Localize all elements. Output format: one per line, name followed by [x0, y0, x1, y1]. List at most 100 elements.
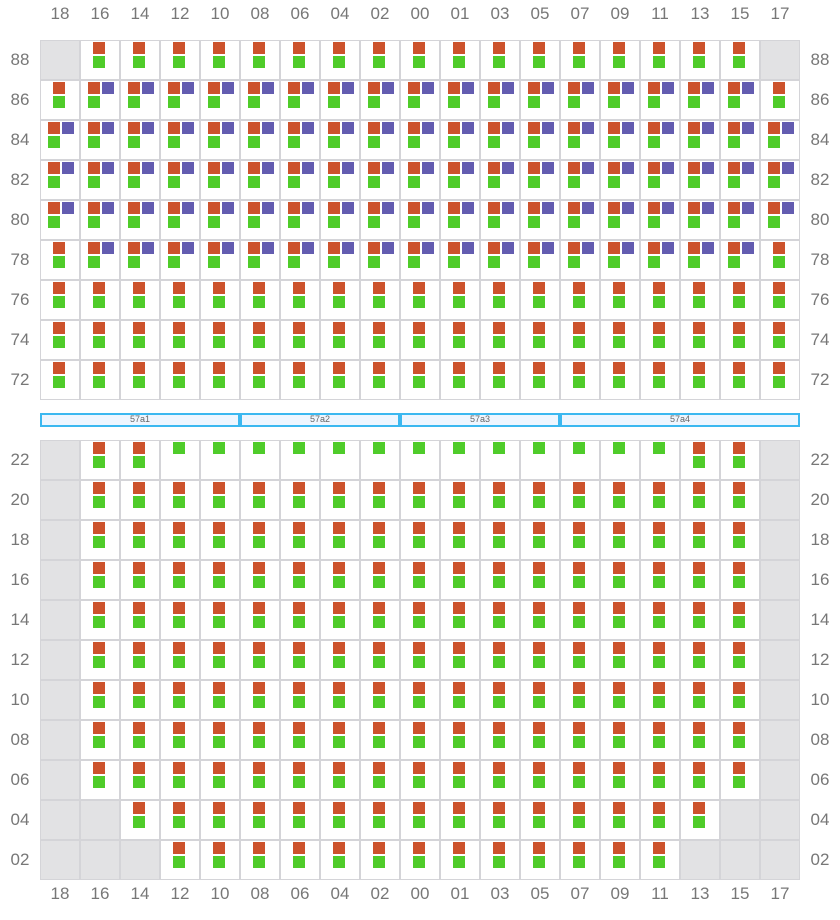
slot-cell[interactable] — [321, 441, 359, 479]
slot-cell[interactable] — [81, 161, 119, 199]
slot-cell[interactable] — [721, 361, 759, 399]
slot-cell[interactable] — [201, 81, 239, 119]
slot-cell[interactable] — [481, 441, 519, 479]
slot-cell[interactable] — [721, 561, 759, 599]
slot-cell[interactable] — [761, 81, 799, 119]
slot-cell[interactable] — [81, 241, 119, 279]
slot-cell[interactable] — [361, 641, 399, 679]
slot-cell[interactable] — [721, 641, 759, 679]
slot-cell[interactable] — [161, 361, 199, 399]
slot-cell[interactable] — [601, 201, 639, 239]
slot-cell[interactable] — [201, 521, 239, 559]
slot-cell[interactable] — [81, 321, 119, 359]
slot-cell[interactable] — [601, 561, 639, 599]
slot-cell[interactable] — [241, 801, 279, 839]
slot-cell[interactable] — [41, 321, 79, 359]
slot-cell[interactable] — [401, 841, 439, 879]
slot-cell[interactable] — [161, 641, 199, 679]
slot-cell[interactable] — [681, 601, 719, 639]
slot-cell[interactable] — [681, 441, 719, 479]
slot-cell[interactable] — [81, 361, 119, 399]
slot-cell[interactable] — [441, 521, 479, 559]
slot-cell[interactable] — [521, 841, 559, 879]
slot-cell[interactable] — [361, 361, 399, 399]
slot-cell[interactable] — [601, 41, 639, 79]
slot-cell[interactable] — [161, 601, 199, 639]
slot-cell[interactable] — [401, 521, 439, 559]
slot-cell[interactable] — [81, 761, 119, 799]
slot-cell[interactable] — [721, 81, 759, 119]
slot-cell[interactable] — [601, 641, 639, 679]
slot-cell[interactable] — [601, 841, 639, 879]
slot-cell[interactable] — [721, 721, 759, 759]
slot-cell[interactable] — [481, 201, 519, 239]
slot-cell[interactable] — [481, 801, 519, 839]
slot-cell[interactable] — [641, 681, 679, 719]
slot-cell[interactable] — [81, 641, 119, 679]
slot-cell[interactable] — [401, 481, 439, 519]
slot-cell[interactable] — [161, 721, 199, 759]
slot-cell[interactable] — [281, 601, 319, 639]
slot-cell[interactable] — [721, 161, 759, 199]
slot-cell[interactable] — [281, 561, 319, 599]
slot-cell[interactable] — [281, 241, 319, 279]
slot-cell[interactable] — [121, 441, 159, 479]
slot-cell[interactable] — [321, 361, 359, 399]
slot-cell[interactable] — [721, 321, 759, 359]
slot-cell[interactable] — [561, 681, 599, 719]
slot-cell[interactable] — [561, 561, 599, 599]
slot-cell[interactable] — [121, 521, 159, 559]
slot-cell[interactable] — [721, 201, 759, 239]
slot-cell[interactable] — [601, 801, 639, 839]
slot-cell[interactable] — [641, 561, 679, 599]
slot-cell[interactable] — [161, 441, 199, 479]
slot-cell[interactable] — [321, 161, 359, 199]
slot-cell[interactable] — [721, 521, 759, 559]
slot-cell[interactable] — [281, 81, 319, 119]
slot-cell[interactable] — [321, 121, 359, 159]
slot-cell[interactable] — [481, 841, 519, 879]
slot-cell[interactable] — [201, 41, 239, 79]
slot-cell[interactable] — [161, 801, 199, 839]
slot-cell[interactable] — [121, 201, 159, 239]
slot-cell[interactable] — [681, 161, 719, 199]
slot-cell[interactable] — [601, 441, 639, 479]
slot-cell[interactable] — [321, 801, 359, 839]
slot-cell[interactable] — [441, 641, 479, 679]
slot-cell[interactable] — [401, 601, 439, 639]
slot-cell[interactable] — [521, 281, 559, 319]
slot-cell[interactable] — [161, 681, 199, 719]
slot-cell[interactable] — [401, 121, 439, 159]
slot-cell[interactable] — [81, 281, 119, 319]
slot-cell[interactable] — [201, 601, 239, 639]
slot-cell[interactable] — [761, 361, 799, 399]
slot-cell[interactable] — [761, 121, 799, 159]
slot-cell[interactable] — [681, 801, 719, 839]
slot-cell[interactable] — [161, 201, 199, 239]
slot-cell[interactable] — [81, 481, 119, 519]
slot-cell[interactable] — [481, 601, 519, 639]
slot-cell[interactable] — [201, 641, 239, 679]
slot-cell[interactable] — [81, 201, 119, 239]
slot-cell[interactable] — [441, 281, 479, 319]
slot-cell[interactable] — [361, 841, 399, 879]
slot-cell[interactable] — [441, 241, 479, 279]
slot-cell[interactable] — [401, 441, 439, 479]
slot-cell[interactable] — [281, 481, 319, 519]
slot-cell[interactable] — [81, 561, 119, 599]
slot-cell[interactable] — [601, 161, 639, 199]
slot-cell[interactable] — [561, 41, 599, 79]
slot-cell[interactable] — [481, 41, 519, 79]
slot-cell[interactable] — [361, 41, 399, 79]
slot-cell[interactable] — [681, 641, 719, 679]
slot-cell[interactable] — [441, 601, 479, 639]
slot-cell[interactable] — [561, 241, 599, 279]
slot-cell[interactable] — [441, 441, 479, 479]
slot-cell[interactable] — [281, 441, 319, 479]
slot-cell[interactable] — [641, 441, 679, 479]
segment-57a3[interactable]: 57a3 — [400, 413, 560, 427]
slot-cell[interactable] — [681, 241, 719, 279]
slot-cell[interactable] — [641, 721, 679, 759]
slot-cell[interactable] — [41, 121, 79, 159]
slot-cell[interactable] — [281, 761, 319, 799]
